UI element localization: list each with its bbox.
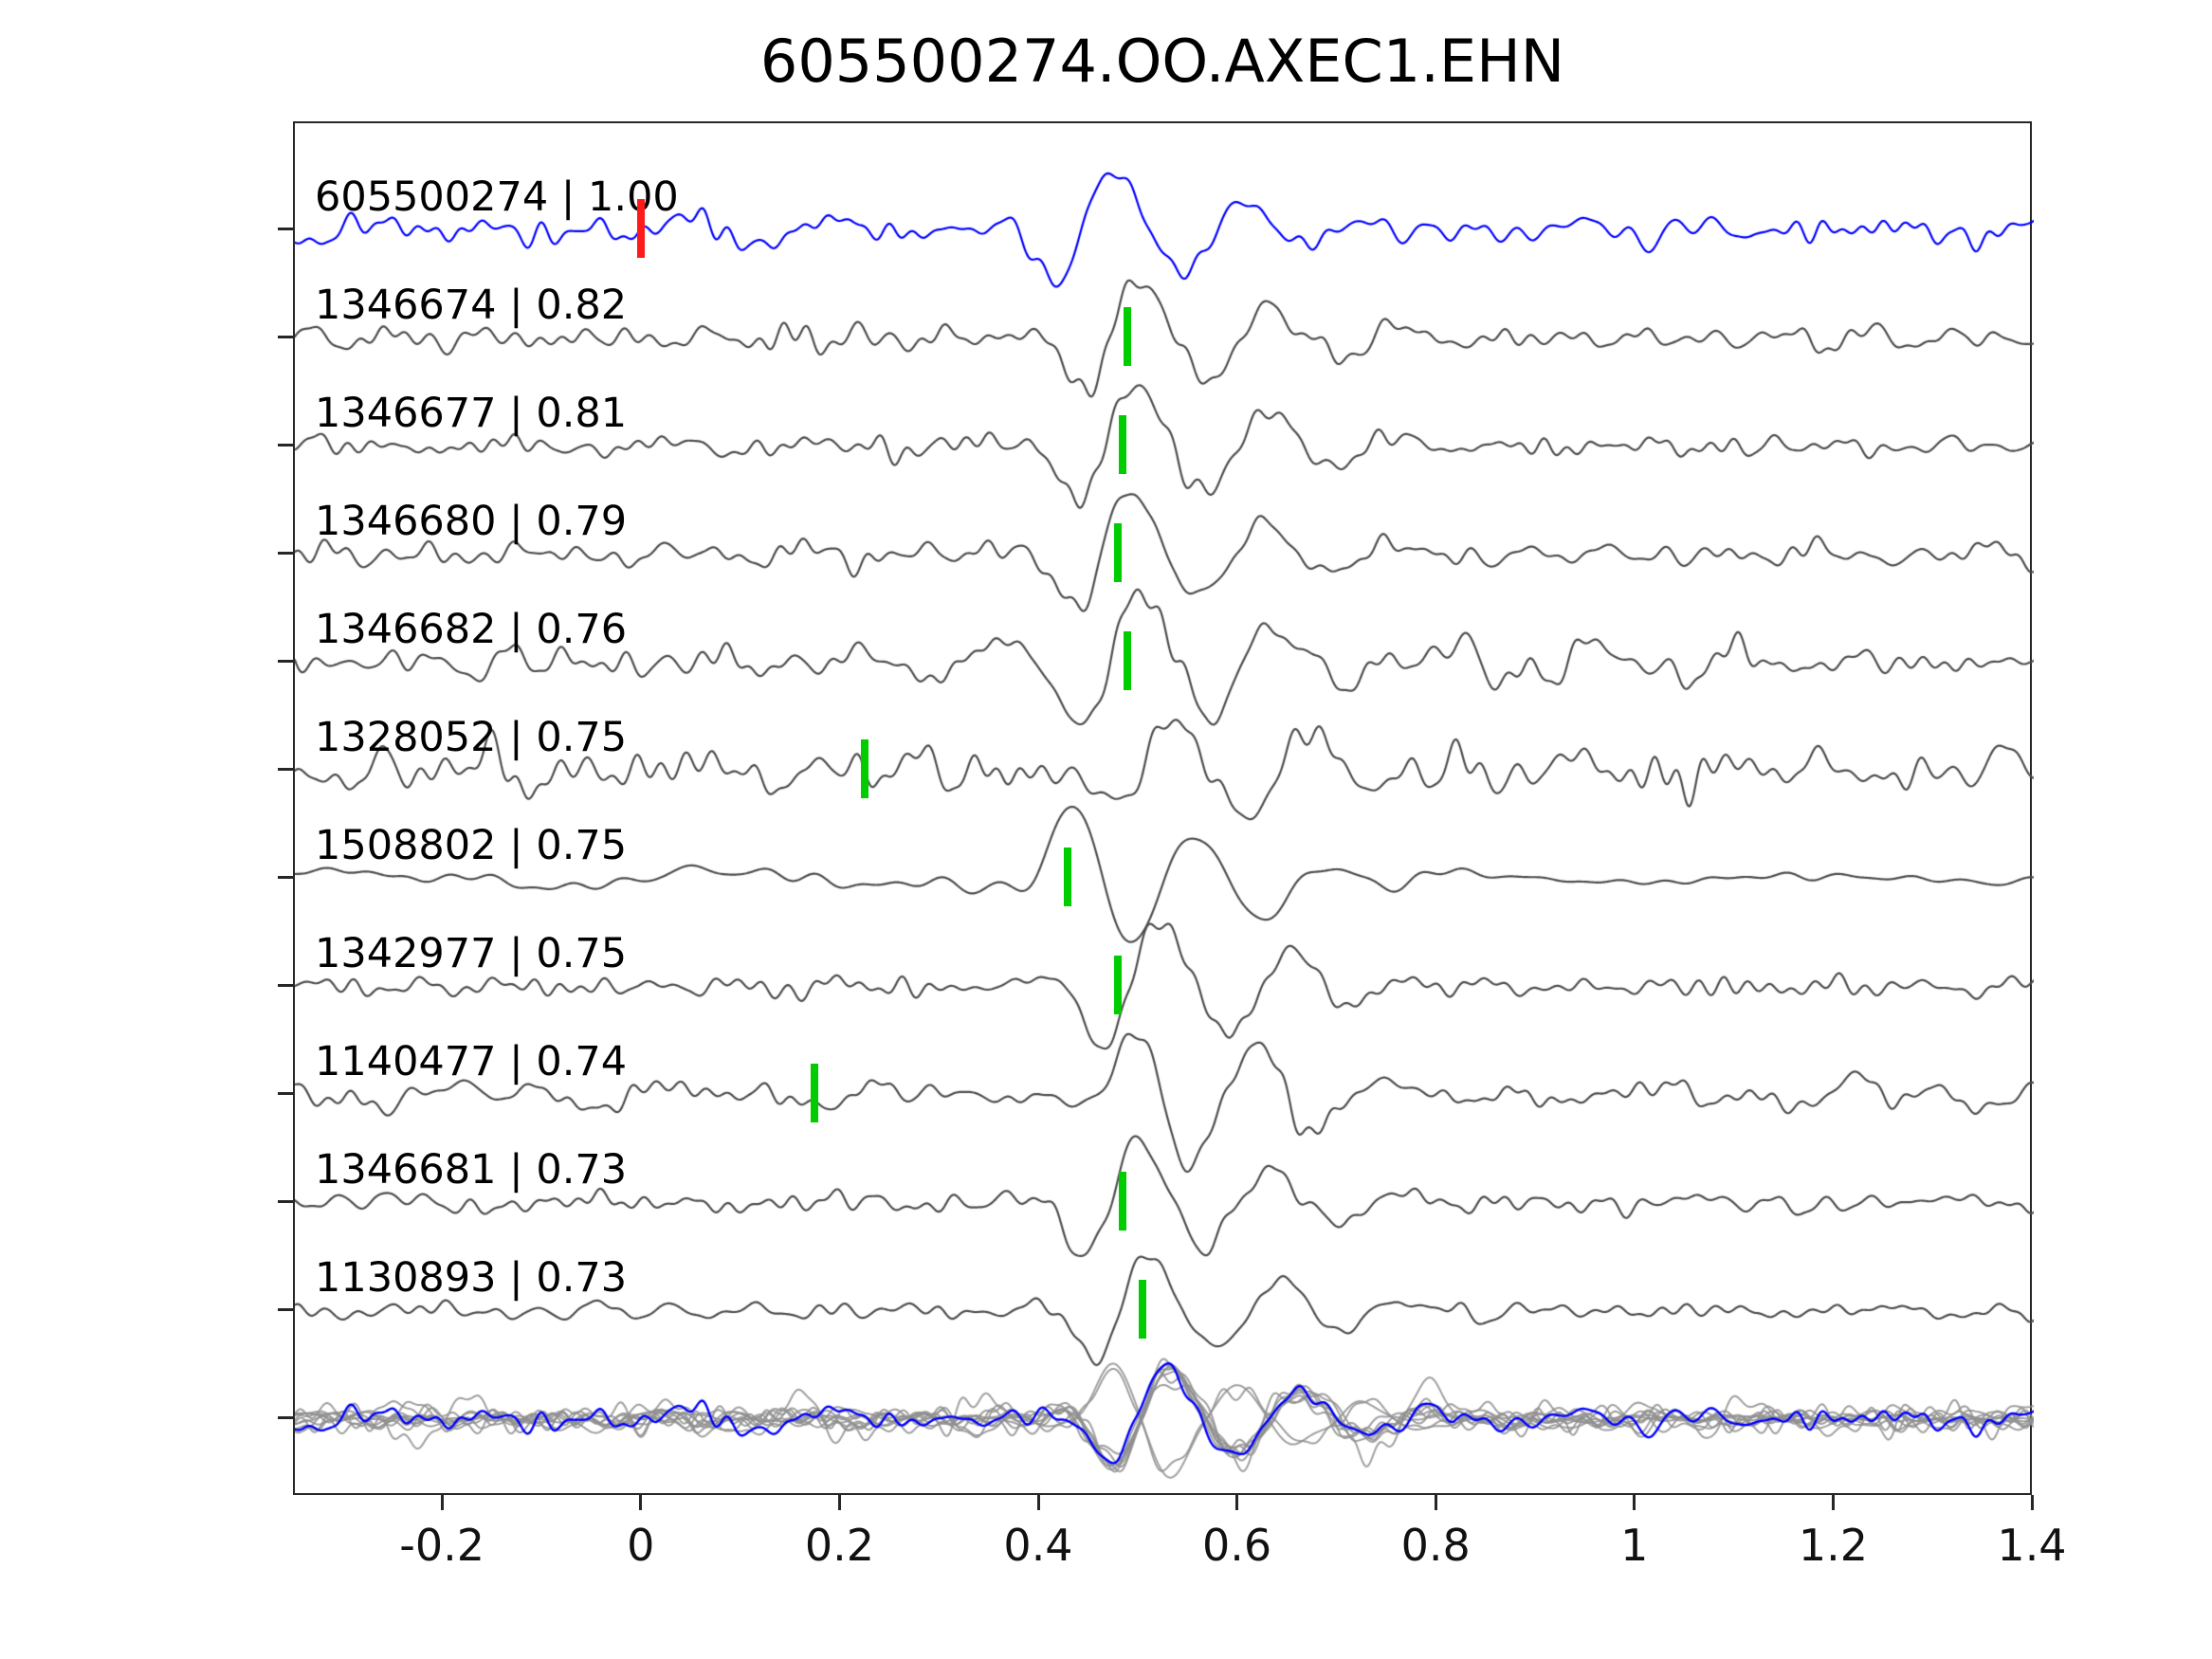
pick-marker [1139,1280,1147,1339]
template-pick-marker [636,199,645,258]
x-tick [1633,1495,1636,1510]
pick-marker [1113,956,1122,1014]
x-tick-label: 0.8 [1400,1520,1471,1571]
y-tick [278,1415,293,1419]
y-tick [278,659,293,663]
trace-label: 605500274 | 1.00 [315,173,679,221]
x-tick [1434,1495,1437,1510]
y-tick [278,335,293,338]
x-tick [1036,1495,1040,1510]
x-tick [1831,1495,1835,1510]
plot-area [293,121,2034,1497]
trace-label: 1346677 | 0.81 [315,390,628,437]
x-tick [837,1495,841,1510]
figure-title: 605500274.OO.AXEC1.EHN [759,27,1565,96]
x-tick [440,1495,444,1510]
trace-label: 1130893 | 0.73 [315,1254,628,1302]
trace-label: 1346681 | 0.73 [315,1146,628,1194]
pick-marker [1124,307,1132,366]
x-tick-label: 0 [627,1520,655,1571]
x-tick [639,1495,643,1510]
pick-marker [811,1064,819,1122]
y-tick [278,1091,293,1095]
pick-marker [1064,848,1072,906]
trace-label: 1328052 | 0.75 [315,714,628,761]
x-tick-label: 1.2 [1798,1520,1868,1571]
y-tick [278,227,293,230]
y-tick [278,551,293,555]
x-tick-label: -0.2 [399,1520,485,1571]
trace-label: 1342977 | 0.75 [315,930,628,977]
y-tick [278,1307,293,1311]
x-tick-label: 0.2 [804,1520,874,1571]
pick-marker [860,739,868,798]
trace-label: 1140477 | 0.74 [315,1038,628,1085]
y-tick [278,1199,293,1203]
pick-marker [1124,631,1132,690]
x-tick [1235,1495,1239,1510]
x-tick-label: 1.4 [1997,1520,2067,1571]
y-tick [278,767,293,771]
trace-label: 1346680 | 0.79 [315,498,628,545]
y-tick [278,875,293,879]
trace-label: 1508802 | 0.75 [315,822,628,869]
y-tick [278,443,293,447]
trace-label: 1346682 | 0.76 [315,606,628,653]
pick-marker [1113,523,1122,582]
x-tick-label: 1 [1620,1520,1649,1571]
x-tick-label: 0.4 [1003,1520,1073,1571]
x-tick-label: 0.6 [1202,1520,1272,1571]
x-tick [2030,1495,2034,1510]
y-tick [278,983,293,987]
waveforms-canvas [295,123,2034,1497]
pick-marker [1119,1172,1127,1231]
pick-marker [1119,415,1127,474]
trace-label: 1346674 | 0.82 [315,282,628,329]
